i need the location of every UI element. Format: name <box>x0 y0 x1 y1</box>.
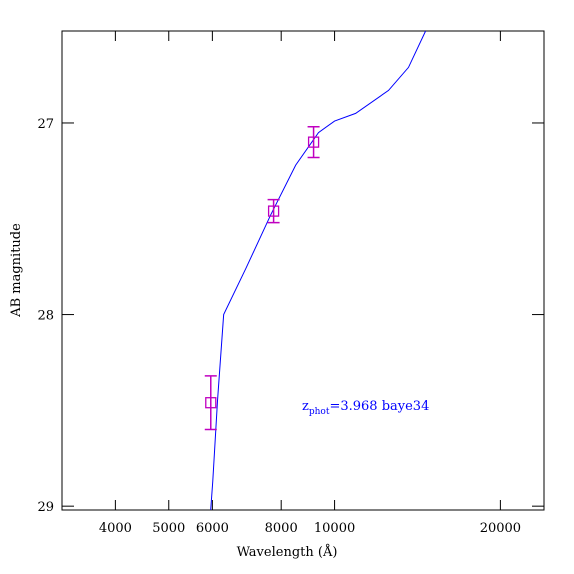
error-bar <box>307 126 320 159</box>
model-line <box>210 31 427 510</box>
x-tick-label: 6000 <box>196 521 229 536</box>
x-tick-label: 8000 <box>265 521 298 536</box>
annotation-rest: =3.968 baye34 <box>329 399 429 414</box>
annotation: zphot=3.968 baye34 <box>302 399 429 417</box>
plot-frame <box>61 30 545 511</box>
annotation-main: z <box>302 399 309 414</box>
x-tick-label: 4000 <box>99 521 132 536</box>
x-tick-label: 5000 <box>152 521 185 536</box>
x-tick-label: 20000 <box>480 521 521 536</box>
x-tick-label: 10000 <box>314 521 355 536</box>
y-tick-label: 28 <box>37 309 54 324</box>
y-tick-label: 29 <box>37 500 54 515</box>
data-point <box>205 397 217 409</box>
y-tick-label: 27 <box>37 117 54 132</box>
y-axis-label: AB magnitude <box>9 223 24 318</box>
error-bar <box>204 375 217 431</box>
data-point <box>307 136 320 148</box>
x-axis-label: Wavelength (Å) <box>237 544 338 560</box>
data-point <box>267 205 280 217</box>
error-bar <box>267 198 280 224</box>
annotation-sub: phot <box>309 407 330 417</box>
